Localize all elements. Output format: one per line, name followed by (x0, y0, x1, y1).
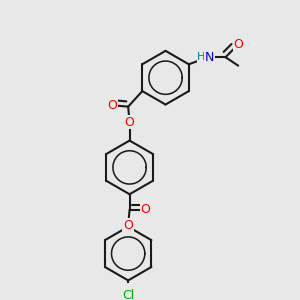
Text: N: N (205, 51, 214, 64)
Text: O: O (123, 219, 133, 232)
Text: O: O (124, 116, 134, 129)
Text: H: H (206, 52, 214, 62)
Text: O: O (233, 38, 243, 51)
Text: O: O (108, 99, 118, 112)
Text: H: H (197, 52, 206, 62)
Text: Cl: Cl (122, 290, 134, 300)
Text: O: O (141, 203, 151, 216)
Text: N: N (197, 52, 206, 62)
